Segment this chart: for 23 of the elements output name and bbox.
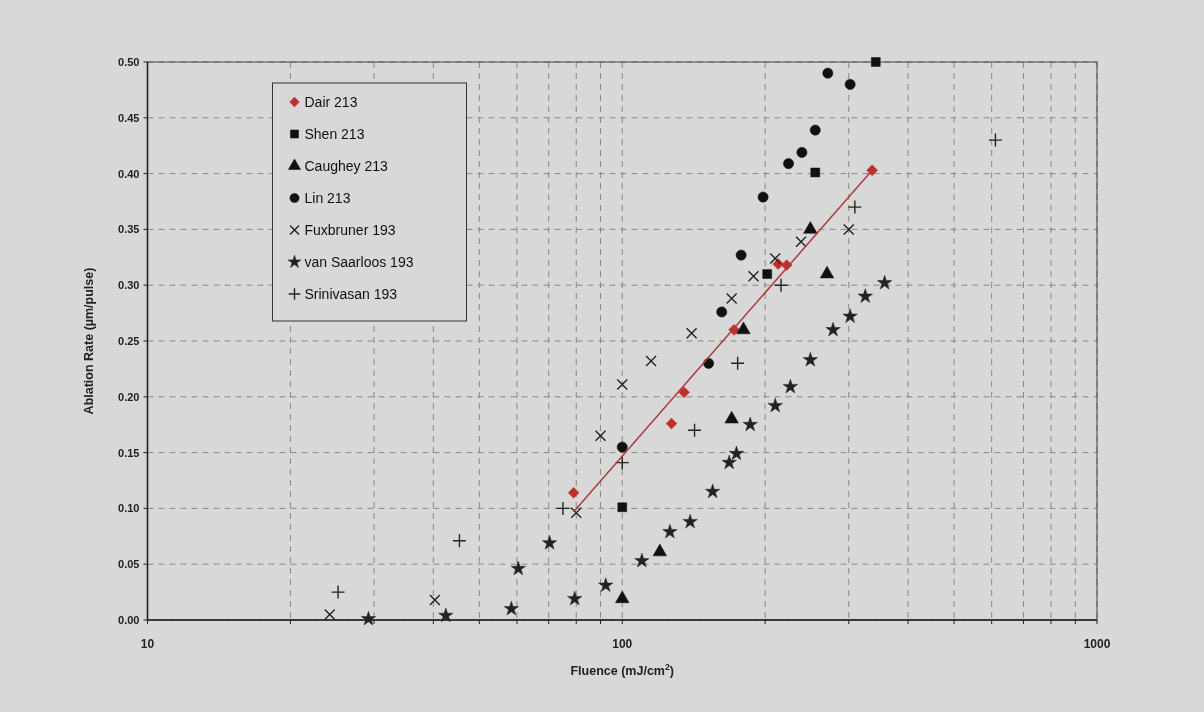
y-tick-label: 0.45 [118, 111, 140, 124]
x-tick-label: 10 [140, 637, 155, 651]
y-tick-label: 0.15 [118, 446, 140, 459]
legend-label: van Saarloos 193 [304, 254, 414, 270]
y-tick-label: 0.30 [118, 279, 140, 292]
y-axis-title: Ablation Rate (µm/pulse) [81, 267, 96, 415]
y-tick-label: 0.10 [118, 502, 140, 515]
legend-label: Dair 213 [304, 94, 358, 110]
legend-label: Caughey 213 [304, 158, 388, 174]
y-tick-label: 0.25 [118, 335, 140, 347]
y-tick-label: 0.05 [118, 558, 140, 571]
legend-label: Fuxbruner 193 [304, 222, 396, 238]
x-tick-label: 100 [612, 637, 633, 651]
y-tick-label: 0.50 [118, 56, 140, 68]
legend-label: Lin 213 [304, 190, 351, 206]
x-axis-title: Fluence (mJ/cm$^{2}$) [570, 662, 675, 678]
legend-label: Shen 213 [304, 126, 365, 142]
y-tick-label: 0.40 [118, 167, 140, 180]
legend-label: Srinivasan 193 [304, 286, 398, 302]
y-tick-label: 0.20 [118, 390, 140, 403]
y-tick-label: 0.35 [118, 223, 140, 236]
x-tick-label: 1000 [1083, 637, 1111, 651]
y-tick-label: 0.00 [118, 614, 140, 626]
